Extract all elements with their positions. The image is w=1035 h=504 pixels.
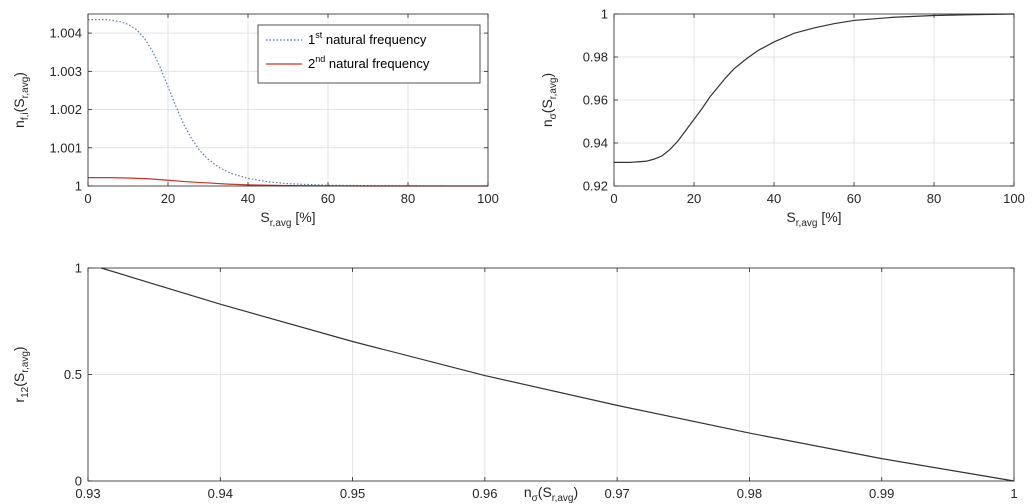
y-tick-label: 0.5 <box>64 367 82 382</box>
axes-box <box>87 13 489 187</box>
x-tick-label: 80 <box>927 191 941 206</box>
y-tick-label: 0.92 <box>583 179 608 194</box>
y-tick-label: 1 <box>601 7 608 22</box>
series-line-1 <box>101 267 1015 482</box>
x-tick-label: 0.93 <box>75 486 100 501</box>
x-tick-label: 80 <box>401 191 415 206</box>
x-tick-label: 0.97 <box>604 486 629 501</box>
y-tick-label: 0.98 <box>583 50 608 65</box>
legend-entry-1: 1st natural frequency <box>308 30 427 47</box>
x-tick-label: 0.94 <box>208 486 233 501</box>
y-tick-label: 0.96 <box>583 93 608 108</box>
x-tick-label: 40 <box>241 191 255 206</box>
x-tick-label: 20 <box>161 191 175 206</box>
series-line-1 <box>614 13 1015 163</box>
series-line-1 <box>88 19 488 187</box>
x-tick-label: 60 <box>321 191 335 206</box>
legend-box <box>257 24 481 84</box>
x-axis-label: Sr,avg [%] <box>786 209 841 229</box>
y-axis-label: nf,i(Sr,avg) <box>11 72 31 128</box>
y-tick-label: 1 <box>75 179 82 194</box>
x-tick-label: 0.95 <box>340 486 365 501</box>
x-tick-label: 0.96 <box>472 486 497 501</box>
legend: 1st natural frequency 2nd natural frequen… <box>257 24 481 84</box>
x-tick-label: 0 <box>610 191 617 206</box>
y-tick-label: 1.002 <box>49 102 82 117</box>
x-axis-label: nσ(Sr,avg) <box>524 484 578 504</box>
x-tick-label: 0.99 <box>869 486 894 501</box>
x-tick-label: 0 <box>84 191 91 206</box>
chart-1: 0 20 40 60 80 100 1 1.001 1.002 1.003 1.004 Sr,avg … <box>11 13 499 229</box>
legend-entry-2: 2nd natural frequency <box>308 54 430 71</box>
x-axis-label: Sr,avg [%] <box>260 209 315 229</box>
x-tick-label: 100 <box>477 191 499 206</box>
y-tick-label: 1.004 <box>49 26 82 41</box>
y-tick-label: 1.001 <box>49 140 82 155</box>
x-tick-label: 40 <box>767 191 781 206</box>
x-tick-label: 1 <box>1010 486 1017 501</box>
y-tick-label: 0.94 <box>583 136 608 151</box>
x-tick-label: 100 <box>1003 191 1025 206</box>
chart-3: 0.93 0.94 0.95 0.96 0.97 0.98 0.99 1 0 0.5 1 nσ(Sr,… <box>11 261 1018 504</box>
y-tick-label: 1.003 <box>49 64 82 79</box>
x-tick-label: 60 <box>847 191 861 206</box>
x-tick-label: 0.98 <box>737 486 762 501</box>
chart-2: 0 20 40 60 80 100 0.92 0.94 0.96 0.98 1 Sr,avg [%] n… <box>539 7 1025 230</box>
x-tick-label: 20 <box>687 191 701 206</box>
y-axis-label: nσ(Sr,avg) <box>539 73 559 127</box>
y-tick-label: 0 <box>75 474 82 489</box>
y-tick-label: 1 <box>75 261 82 276</box>
y-axis-label: r12(Sr,avg) <box>11 346 31 402</box>
